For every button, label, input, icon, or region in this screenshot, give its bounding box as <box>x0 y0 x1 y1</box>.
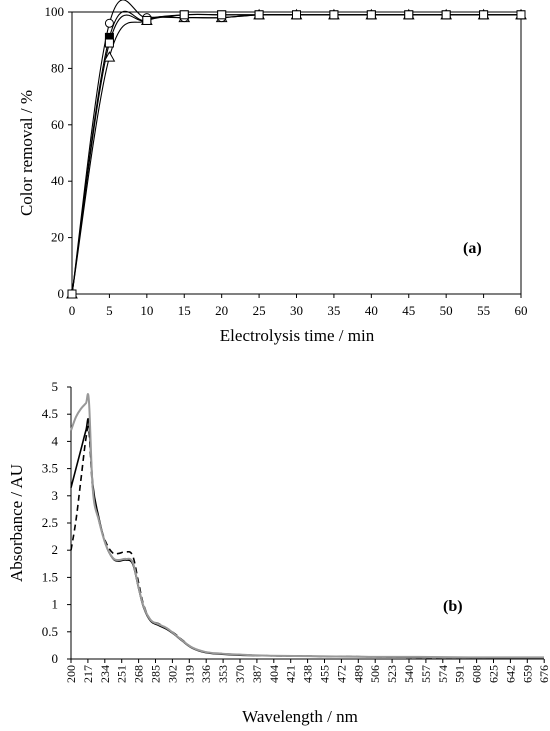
y-tick-label-b: 4 <box>52 433 59 448</box>
x-tick-label-a: 25 <box>253 303 266 318</box>
data-point-a <box>441 10 451 20</box>
x-tick-label-b: 268 <box>132 665 146 683</box>
y-tick-label-a: 20 <box>51 230 64 245</box>
x-tick-group-b: 200 217 234 251 268 285 302 319 336 353 370 387 404 4… <box>64 659 550 683</box>
x-tick-label-b: 540 <box>402 665 416 683</box>
y-tick-label-a: 60 <box>51 117 64 132</box>
x-tick-label-a: 60 <box>515 303 528 318</box>
x-tick-label-a: 30 <box>290 303 303 318</box>
series-group-a <box>66 0 527 299</box>
y-tick-label-b: 1 <box>52 597 59 612</box>
y-tick-label-b: 5 <box>52 379 59 394</box>
x-tick-label-b: 319 <box>182 665 196 683</box>
y-tick-label-a: 80 <box>51 60 64 75</box>
x-tick-label-b: 472 <box>334 665 348 683</box>
data-point-a <box>142 15 152 25</box>
plot-area-a <box>71 11 522 295</box>
y-tick-label-b: 4.5 <box>42 406 58 421</box>
chart-panel-b: 0 0.5 1 1.5 2 2.5 3 3.5 4 4.5 5 200 217 234 251 268 285… <box>7 379 550 726</box>
series-line-a <box>71 14 521 295</box>
y-tick-label-b: 1.5 <box>42 569 58 584</box>
x-axis-title-b: Wavelength / nm <box>242 707 358 726</box>
y-tick-group-b: 0 0.5 1 1.5 2 2.5 3 3.5 4 4.5 5 <box>42 379 71 666</box>
x-tick-label-a: 10 <box>140 303 153 318</box>
x-tick-label-b: 557 <box>419 665 433 683</box>
x-tick-label-b: 387 <box>250 665 264 683</box>
data-point-a <box>404 10 414 20</box>
data-point-a <box>329 10 339 20</box>
x-tick-label-b: 608 <box>470 665 484 683</box>
y-tick-label-a: 100 <box>45 4 65 19</box>
y-tick-label-b: 3.5 <box>42 461 58 476</box>
x-tick-label-b: 625 <box>487 665 501 683</box>
x-tick-label-b: 370 <box>233 665 247 683</box>
data-point-a <box>104 18 114 28</box>
series-line-a <box>71 10 521 295</box>
x-tick-label-b: 217 <box>81 665 95 683</box>
chart-panel-a: 0 20 40 60 80 100 0 5 10 15 20 25 30 35 40 45 50 55 60 (a… <box>17 0 528 345</box>
x-tick-label-b: 523 <box>385 665 399 683</box>
x-tick-label-b: 574 <box>436 665 450 683</box>
data-point-a <box>366 10 376 20</box>
y-axis-title-a: Color removal / % <box>17 90 36 216</box>
x-tick-label-a: 5 <box>106 303 113 318</box>
spectrum-line-b <box>70 393 544 659</box>
x-tick-label-a: 55 <box>477 303 490 318</box>
x-tick-label-b: 336 <box>199 665 213 683</box>
spectrum-line-b <box>70 425 545 659</box>
series-line-a <box>71 13 521 295</box>
x-tick-label-b: 353 <box>216 665 230 683</box>
y-tick-label-b: 2.5 <box>42 515 58 530</box>
x-tick-label-a: 40 <box>365 303 378 318</box>
x-tick-label-b: 251 <box>115 665 129 683</box>
x-tick-label-a: 50 <box>440 303 453 318</box>
data-point-a <box>516 10 526 20</box>
panel-label-b: (b) <box>443 598 463 615</box>
x-tick-group-a: 0 5 10 15 20 25 30 35 40 45 50 55 60 <box>69 294 528 318</box>
panel-label-a: (a) <box>463 240 482 257</box>
x-tick-label-b: 659 <box>520 665 534 683</box>
x-tick-label-b: 591 <box>453 665 467 683</box>
data-point-a <box>179 10 189 20</box>
x-tick-label-b: 200 <box>64 665 78 683</box>
x-tick-label-b: 489 <box>351 665 365 683</box>
x-tick-label-a: 0 <box>69 303 76 318</box>
y-tick-group-a: 0 20 40 60 80 100 <box>45 4 72 301</box>
y-tick-label-b: 0 <box>52 651 59 666</box>
data-point-a <box>217 10 227 20</box>
x-tick-label-b: 234 <box>98 665 112 683</box>
data-point-a <box>479 10 489 20</box>
spectrum-line-b <box>70 418 545 659</box>
series-group-b <box>70 393 545 659</box>
y-tick-label-b: 2 <box>52 542 59 557</box>
x-tick-label-b: 285 <box>149 665 163 683</box>
x-tick-label-a: 35 <box>327 303 340 318</box>
x-tick-label-b: 421 <box>284 665 298 683</box>
y-tick-label-b: 0.5 <box>42 624 58 639</box>
series-line-a <box>71 0 521 295</box>
x-tick-label-a: 15 <box>178 303 191 318</box>
x-tick-label-b: 302 <box>165 665 179 683</box>
x-tick-label-b: 642 <box>503 665 517 683</box>
x-tick-label-b: 676 <box>537 665 550 683</box>
y-axis-title-b: Absorbance / AU <box>7 464 26 582</box>
x-tick-label-b: 506 <box>368 665 382 683</box>
y-tick-label-b: 3 <box>52 488 59 503</box>
data-point-a <box>103 51 116 62</box>
y-tick-label-a: 40 <box>51 173 64 188</box>
data-point-a <box>292 10 301 20</box>
x-axis-title-a: Electrolysis time / min <box>220 326 375 345</box>
x-tick-label-a: 20 <box>215 303 228 318</box>
data-point-a <box>67 289 77 299</box>
x-tick-label-b: 438 <box>301 665 315 683</box>
x-tick-label-a: 45 <box>402 303 415 318</box>
x-tick-label-b: 404 <box>267 665 281 683</box>
x-tick-label-b: 455 <box>318 665 332 683</box>
y-tick-label-a: 0 <box>58 286 65 301</box>
data-point-a <box>104 38 114 48</box>
data-point-a <box>254 10 264 20</box>
